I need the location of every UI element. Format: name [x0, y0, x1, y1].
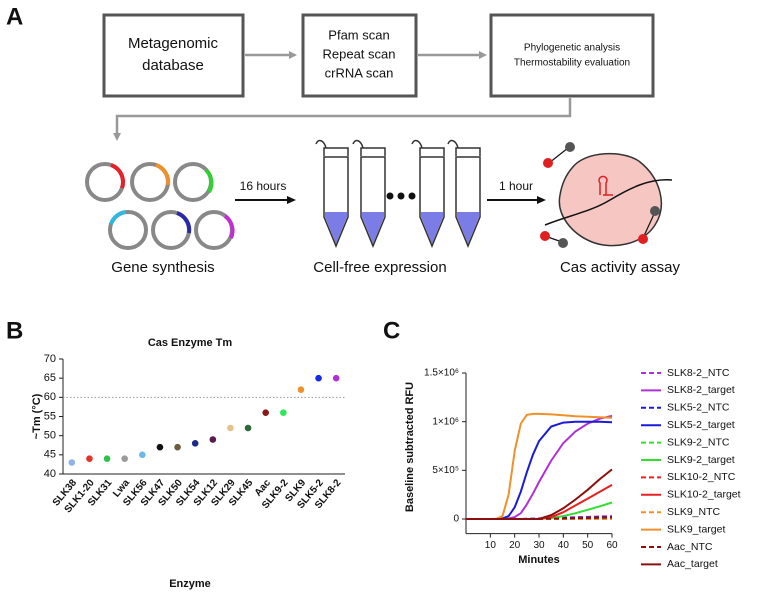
cas-protein — [540, 142, 673, 248]
workflow-box — [301, 13, 418, 98]
y-tick-label: 0 — [453, 514, 459, 525]
tube-body — [360, 156, 386, 248]
tube-cap — [447, 139, 481, 156]
legend-label: SLK9_target — [667, 523, 725, 535]
y-tick-label: 65 — [44, 372, 56, 384]
series-line — [466, 420, 613, 520]
step-caption: Cas activity assay — [560, 259, 681, 276]
y-axis-title: Baseline subtracted RFU — [404, 382, 416, 512]
dot — [262, 409, 269, 416]
dot — [280, 409, 287, 416]
x-axis-title: Enzyme — [169, 578, 211, 590]
x-tick-label: 10 — [485, 540, 497, 551]
y-tick-label: 45 — [44, 449, 56, 461]
legend-label: SLK10-2_NTC — [667, 471, 736, 483]
y-tick-label: 1×10⁶ — [432, 416, 459, 427]
chart-title: Cas Enzyme Tm — [148, 337, 233, 349]
arrow-head — [287, 196, 296, 204]
y-tick-label: 1.5×10⁶ — [424, 368, 459, 379]
x-tick-label: 40 — [558, 540, 570, 551]
box-text: Repeat scan — [323, 46, 396, 61]
legend-label: SLK10-2_target — [667, 489, 741, 501]
dot — [332, 374, 340, 382]
dot — [156, 443, 164, 451]
x-tick-label: 50 — [582, 540, 594, 551]
panel-label: B — [6, 317, 23, 344]
legend-label: SLK8-2_target — [667, 384, 735, 396]
dot — [297, 386, 305, 393]
dot — [86, 455, 93, 462]
dot — [68, 459, 76, 466]
dot — [121, 455, 128, 462]
x-tick-label: 60 — [606, 540, 618, 551]
box-text: Phylogenetic analysis — [524, 43, 620, 54]
dot — [244, 424, 252, 432]
legend-label: Aac_target — [667, 558, 718, 570]
series-line — [466, 414, 613, 520]
arrow-label: 16 hours — [240, 179, 287, 193]
dot — [191, 440, 199, 447]
tube-cap — [352, 139, 386, 156]
dot — [174, 443, 181, 451]
tube-body — [419, 156, 445, 248]
workflow-box — [489, 13, 655, 98]
box-text: Thermostability evaluation — [514, 58, 630, 69]
tubes — [315, 139, 481, 248]
legend-label: SLK9-2_NTC — [667, 436, 730, 448]
dot — [103, 455, 111, 462]
series-line — [466, 468, 613, 520]
step-caption: Gene synthesis — [111, 259, 214, 276]
y-axis-title: ~Tm (°C) — [31, 393, 43, 439]
step-caption: Cell-free expression — [313, 259, 446, 276]
tube-liquid — [362, 212, 384, 244]
tube-cap — [315, 139, 349, 156]
tube-liquid — [325, 212, 347, 244]
ellipsis — [386, 192, 416, 200]
y-tick-label: 40 — [44, 468, 56, 480]
chart-b: Cas Enzyme Tm 40 45 50 55 60 65 70 ~Tm (°C) Enzym… — [31, 337, 345, 590]
flow-arrows — [113, 51, 572, 141]
x-axis-title: Minutes — [518, 554, 560, 566]
tube-liquid — [457, 212, 479, 244]
legend-label: SLK8-2_NTC — [667, 367, 730, 379]
y-tick-label: 50 — [44, 430, 56, 442]
box-text: crRNA scan — [325, 65, 394, 80]
box-text: Metagenomic — [128, 35, 219, 52]
series-line — [466, 412, 613, 520]
arrow-head — [537, 196, 546, 204]
panel-label: C — [383, 317, 400, 344]
tube-liquid — [421, 212, 443, 244]
tube-body — [323, 156, 349, 248]
series-line — [466, 484, 613, 520]
plasmids — [85, 162, 235, 250]
dot — [227, 424, 234, 432]
y-tick-label: 60 — [44, 391, 56, 403]
arrow-label: 1 hour — [499, 179, 533, 193]
dot — [139, 451, 146, 459]
box-text: database — [142, 57, 204, 74]
dot — [209, 436, 217, 443]
chart-c: 0 5×10⁵ 1×10⁶ 1.5×10⁶ 10 20 30 40 50 60 Baseline s… — [404, 367, 741, 570]
y-tick-label: 5×10⁵ — [432, 465, 459, 476]
x-tick-label: 20 — [509, 540, 521, 551]
legend-label: SLK9-2_target — [667, 454, 735, 466]
box-text: Pfam scan — [328, 27, 389, 42]
legend-label: SLK5-2_NTC — [667, 402, 730, 414]
tube-body — [455, 156, 481, 248]
legend-label: SLK5-2_target — [667, 419, 735, 431]
y-tick-label: 55 — [44, 410, 56, 422]
dot — [315, 374, 322, 382]
legend-label: SLK9_NTC — [667, 506, 721, 518]
workflow-box — [102, 13, 245, 98]
y-tick-label: 70 — [44, 353, 56, 365]
panel-label: A — [6, 3, 23, 30]
tube-cap — [411, 139, 445, 156]
legend-label: Aac_NTC — [667, 541, 713, 553]
x-tick-label: 30 — [533, 540, 545, 551]
